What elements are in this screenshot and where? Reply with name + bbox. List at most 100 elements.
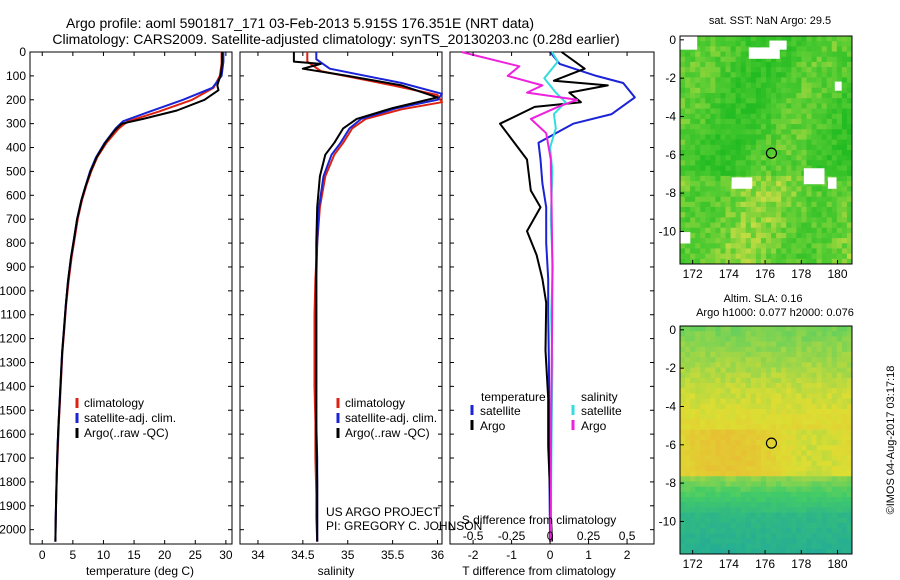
- map-cell: [781, 538, 787, 545]
- map-cell: [821, 103, 828, 109]
- map-cell: [685, 61, 691, 68]
- map-cell: [705, 502, 711, 508]
- map-cell: [700, 191, 706, 198]
- map-cell: [816, 155, 823, 161]
- map-cell: [806, 341, 812, 348]
- map-cell: [816, 528, 823, 534]
- map-cell: [710, 201, 716, 208]
- map-cell: [745, 232, 752, 239]
- map-cell: [811, 351, 817, 358]
- map-cell: [700, 383, 706, 389]
- map-cell: [781, 408, 787, 415]
- map-cell: [781, 476, 787, 482]
- map-cell: [821, 388, 828, 394]
- map-cell: [836, 346, 843, 353]
- depth-tick-label: 0: [19, 45, 26, 59]
- map-cell: [836, 450, 843, 456]
- map-cell: [846, 222, 853, 229]
- map-cell: [695, 77, 701, 84]
- map-cell: [750, 367, 757, 374]
- map-cell: [811, 460, 817, 467]
- map-cell: [710, 129, 716, 135]
- map-cell: [776, 429, 782, 436]
- map-cell: [806, 139, 812, 146]
- x-tick-label: 1: [585, 548, 592, 562]
- map-cell: [750, 326, 757, 332]
- map-cell: [690, 201, 696, 208]
- map-cell: [846, 196, 853, 203]
- map-cell: [821, 118, 828, 125]
- map-cell: [715, 383, 721, 389]
- map-cell: [841, 191, 848, 198]
- map-cell: [781, 232, 787, 239]
- series-satellite-adj-clim: [54, 52, 225, 542]
- map-cell: [781, 434, 787, 441]
- map-cell: [836, 336, 843, 342]
- map-cell: [846, 51, 853, 58]
- map-cell: [826, 186, 833, 192]
- map-cell: [725, 398, 731, 405]
- map-cell: [796, 82, 802, 89]
- map-cell: [771, 357, 777, 363]
- map-cell: [841, 248, 848, 255]
- map-cell: [821, 538, 828, 545]
- map-cell: [680, 357, 686, 363]
- map-cell: [786, 450, 792, 456]
- map-cell: [720, 170, 726, 177]
- map-cell: [685, 476, 691, 482]
- map-cell: [841, 72, 848, 78]
- map-cell: [725, 326, 731, 332]
- map-cell: [725, 393, 731, 399]
- map-cell: [690, 538, 696, 545]
- map-cell: [791, 191, 797, 198]
- map-cell: [685, 248, 691, 255]
- map-cell: [740, 476, 747, 482]
- map-cell: [695, 238, 701, 244]
- map-cell: [796, 212, 802, 218]
- map-cell: [715, 170, 721, 177]
- map-cell: [725, 434, 731, 441]
- map-cell: [730, 103, 737, 109]
- map-cell: [826, 460, 833, 467]
- legend-satellite-label: satellite-adj. clim.: [345, 411, 437, 425]
- map-cell: [750, 491, 757, 498]
- map-cell: [730, 46, 737, 52]
- map-cell: [755, 403, 762, 410]
- map-cell: [841, 548, 848, 555]
- map-cell: [801, 217, 807, 223]
- map-cell: [760, 118, 767, 125]
- map-cell: [740, 440, 747, 446]
- map-cell: [700, 507, 706, 513]
- map-cell: [705, 497, 711, 503]
- map-cell: [705, 538, 711, 545]
- map-cell: [781, 113, 787, 120]
- map-cell: [710, 186, 716, 192]
- map-cell: [826, 424, 833, 431]
- map-cell: [735, 238, 742, 244]
- map-cell: [776, 243, 782, 249]
- map-cell: [715, 67, 721, 73]
- map-cell: [690, 528, 696, 534]
- map-y-tick-label: -2: [665, 361, 676, 375]
- map-cell: [730, 170, 737, 177]
- map-cell: [781, 207, 787, 213]
- map-cell: [710, 424, 716, 431]
- map-cell: [816, 227, 823, 234]
- map-cell: [725, 403, 731, 410]
- map-cell: [796, 408, 802, 415]
- map-cell: [826, 217, 833, 223]
- map-cell: [760, 77, 767, 84]
- map-cell: [730, 155, 737, 161]
- map-cell: [806, 46, 812, 52]
- map-cell: [695, 248, 701, 255]
- map-cell: [841, 465, 848, 472]
- map-cell: [786, 93, 792, 99]
- map-cell: [781, 51, 787, 58]
- series-t-argo: [499, 51, 609, 542]
- map-cell: [690, 481, 696, 488]
- map-cell: [725, 61, 731, 68]
- map-cell: [700, 118, 706, 125]
- map-cell: [791, 362, 797, 368]
- map-cell: [695, 222, 701, 229]
- map-cell: [745, 403, 752, 410]
